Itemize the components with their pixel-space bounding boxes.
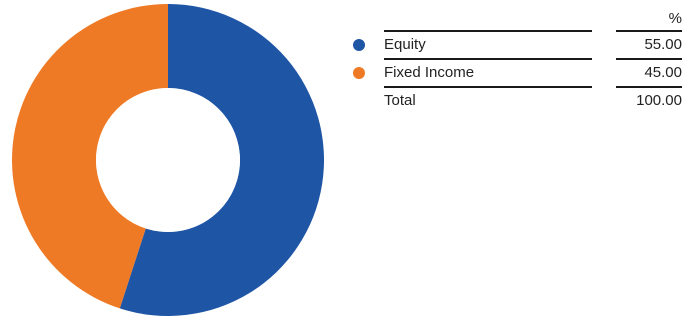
legend-row-fixed-income: Fixed Income 45.00 (350, 58, 682, 86)
fixed-income-swatch-icon (353, 67, 365, 79)
percent-column-header: % (668, 10, 682, 27)
legend-label-fixed-income: Fixed Income (384, 58, 592, 86)
equity-swatch-icon (353, 39, 365, 51)
slice-equity (119, 4, 324, 317)
legend-table: % Equity 55.00 Fixed Income 45.00 Total … (350, 8, 682, 114)
donut-hole (96, 88, 240, 232)
legend-label-equity: Equity (384, 30, 592, 58)
legend-value-total: 100.00 (616, 86, 682, 114)
slice-fixed-income (12, 4, 169, 309)
legend-row-total: Total 100.00 (350, 86, 682, 114)
legend-value-fixed-income: 45.00 (616, 58, 682, 86)
legend-value-equity: 55.00 (616, 30, 682, 58)
legend-label-total: Total (384, 86, 592, 114)
donut-chart (12, 4, 324, 317)
legend-row-equity: Equity 55.00 (350, 30, 682, 58)
